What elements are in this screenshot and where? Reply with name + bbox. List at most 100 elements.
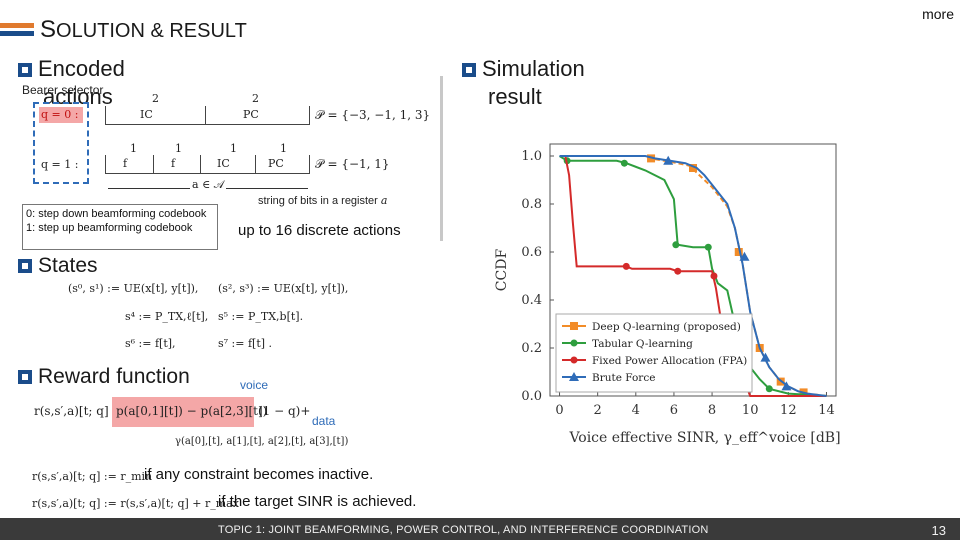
y-axis-label: CCDF bbox=[494, 249, 510, 292]
series-point-1 bbox=[704, 243, 712, 251]
bearer-selector-box bbox=[33, 102, 89, 184]
header-accent-orange bbox=[0, 23, 34, 28]
series-point-3 bbox=[781, 381, 792, 391]
ic-bottom: IC bbox=[217, 157, 230, 170]
discrete-actions-text: up to 16 discrete actions bbox=[238, 222, 401, 239]
reward-eq-term: p(a[0,1][t]) − p(a[2,3][t]) bbox=[116, 404, 268, 418]
row-num-1: 1 bbox=[130, 142, 137, 155]
series-point-2 bbox=[710, 272, 718, 280]
reward-eq-lhs: r(s,s′,a)[t; q] := bbox=[34, 404, 127, 418]
y-tick-label: 0.4 bbox=[521, 293, 542, 308]
reward-data-label: data bbox=[312, 414, 336, 428]
row-num-2: 1 bbox=[175, 142, 182, 155]
checkbox-bullet-icon bbox=[18, 63, 32, 78]
ic-top: IC bbox=[140, 108, 153, 121]
q0-label: q = 0 : bbox=[41, 108, 79, 121]
x-tick-label: 4 bbox=[632, 403, 640, 418]
state-eq-4: s⁵ := P_TX,b[t]. bbox=[218, 310, 304, 323]
checkbox-bullet-icon bbox=[18, 259, 32, 274]
x-tick-label: 8 bbox=[708, 403, 716, 418]
q0-highlight bbox=[39, 107, 83, 123]
ccdf-chart: 0 2 4 6 8 10 12 14 0.0 0.2 0.4 0.6 0.8 1.0 Voice effec… bbox=[494, 143, 841, 445]
reward-term-highlight bbox=[112, 397, 254, 427]
reward-eq-tail: (1 − q)+ bbox=[258, 404, 311, 418]
top-register: IC PC bbox=[105, 106, 310, 125]
f-cell-1: f bbox=[123, 157, 128, 170]
y-tick-label: 0.2 bbox=[521, 341, 542, 356]
top-num-2: 2 bbox=[252, 92, 259, 105]
footer-topic: TOPIC 1: JOINT BEAMFORMING, POWER CONTRO… bbox=[218, 524, 709, 536]
legend-entry: Tabular Q-learning bbox=[592, 338, 693, 350]
note-step-down: 0: step down beamforming codebook bbox=[26, 208, 207, 220]
reward-heading: Reward function bbox=[18, 365, 190, 389]
plot-frame bbox=[549, 143, 837, 397]
state-eq-3: s⁴ := P_TX,ℓ[t], bbox=[125, 310, 209, 323]
row-num-3: 1 bbox=[230, 142, 237, 155]
x-tick-label: 12 bbox=[780, 403, 797, 418]
series-point-1 bbox=[765, 385, 773, 393]
series-point-3 bbox=[739, 251, 750, 261]
x-tick-label: 14 bbox=[818, 403, 835, 418]
x-tick-label: 2 bbox=[594, 403, 602, 418]
legend-box bbox=[555, 313, 753, 393]
state-eq-1: (s⁰, s¹) := UE(x[t], y[t]), bbox=[68, 282, 199, 295]
set-bottom: 𝒫 = {−1, 1} bbox=[315, 157, 390, 171]
state-eq-6: s⁷ := f[t] . bbox=[218, 337, 273, 350]
checkbox-bullet-icon bbox=[462, 63, 476, 78]
legend-marker bbox=[570, 339, 578, 347]
f-cell-2: f bbox=[171, 157, 176, 170]
simulation-heading-line2: result bbox=[488, 84, 542, 109]
encoded-actions-heading-line2: actions bbox=[43, 84, 113, 109]
y-tick-label: 0.0 bbox=[521, 389, 542, 404]
pc-bottom: PC bbox=[268, 157, 284, 170]
state-eq-2: (s², s³) := UE(x[t], y[t]), bbox=[218, 282, 349, 295]
reward-gamma-term: γ(a[0],[t], a[1],[t], a[2],[t], a[3],[t]… bbox=[175, 436, 349, 447]
series-point-1 bbox=[620, 159, 628, 167]
codebook-note-box: 0: step down beamforming codebook 1: ste… bbox=[22, 204, 218, 250]
legend-marker bbox=[569, 372, 579, 381]
series-point-3 bbox=[760, 352, 771, 362]
series-point-2 bbox=[674, 267, 682, 275]
x-axis-label: Voice effective SINR, γ_eff^voice [dB] bbox=[568, 430, 840, 445]
series-point-1 bbox=[672, 241, 680, 249]
reward-max-eq: r(s,s′,a)[t; q] := r(s,s′,a)[t; q] + r_m… bbox=[32, 497, 239, 510]
x-tick-label: 0 bbox=[555, 403, 563, 418]
row-num-4: 1 bbox=[280, 142, 287, 155]
y-tick-label: 0.6 bbox=[521, 245, 542, 260]
checkbox-bullet-icon bbox=[18, 370, 32, 385]
more-link[interactable]: more bbox=[922, 6, 954, 22]
bearer-selector-label: Bearer selector bbox=[22, 83, 104, 97]
reward-min-text: if any constraint becomes inactive. bbox=[144, 466, 374, 483]
simulation-heading: Simulation bbox=[462, 56, 585, 82]
x-tick-label: 10 bbox=[742, 403, 759, 418]
bottom-register: f f IC PC bbox=[105, 155, 310, 174]
reward-voice-label: voice bbox=[240, 378, 269, 392]
encoded-actions-diagram: q = 0 : q = 1 : 2 2 IC PC 𝒫 = {−3, −1, 1… bbox=[30, 92, 440, 212]
state-eq-5: s⁶ := f[t], bbox=[125, 337, 176, 350]
page-title: SOLUTION & RESULT bbox=[40, 16, 247, 43]
a-label: a ∈ 𝒜 bbox=[190, 178, 227, 192]
legend-marker bbox=[570, 322, 578, 330]
top-num-1: 2 bbox=[152, 92, 159, 105]
legend-marker bbox=[570, 356, 578, 364]
footer-bar bbox=[0, 518, 960, 540]
series-point-0 bbox=[689, 164, 697, 172]
legend-entry: Fixed Power Allocation (FPA) bbox=[592, 355, 747, 367]
legend-entry: Brute Force bbox=[592, 372, 655, 384]
string-caption: string of bits in a register a bbox=[258, 194, 388, 207]
reward-min-eq: r(s,s′,a)[t; q] := r_min bbox=[32, 470, 153, 483]
pc-top: PC bbox=[243, 108, 259, 121]
y-tick-label: 0.8 bbox=[521, 197, 542, 212]
set-top: 𝒫 = {−3, −1, 1, 3} bbox=[315, 108, 431, 122]
legend-entry: Deep Q-learning (proposed) bbox=[592, 321, 741, 333]
reward-max-text: if the target SINR is achieved. bbox=[218, 493, 417, 510]
series-point-2 bbox=[622, 262, 630, 270]
q1-label: q = 1 : bbox=[41, 158, 79, 171]
series-point-3 bbox=[663, 155, 674, 165]
y-tick-label: 1.0 bbox=[521, 149, 542, 164]
states-heading: States bbox=[18, 254, 98, 278]
encoded-actions-heading: Encoded bbox=[18, 56, 125, 82]
note-step-up: 1: step up beamforming codebook bbox=[26, 222, 193, 234]
header-accent-blue bbox=[0, 31, 34, 36]
column-divider bbox=[440, 76, 443, 241]
